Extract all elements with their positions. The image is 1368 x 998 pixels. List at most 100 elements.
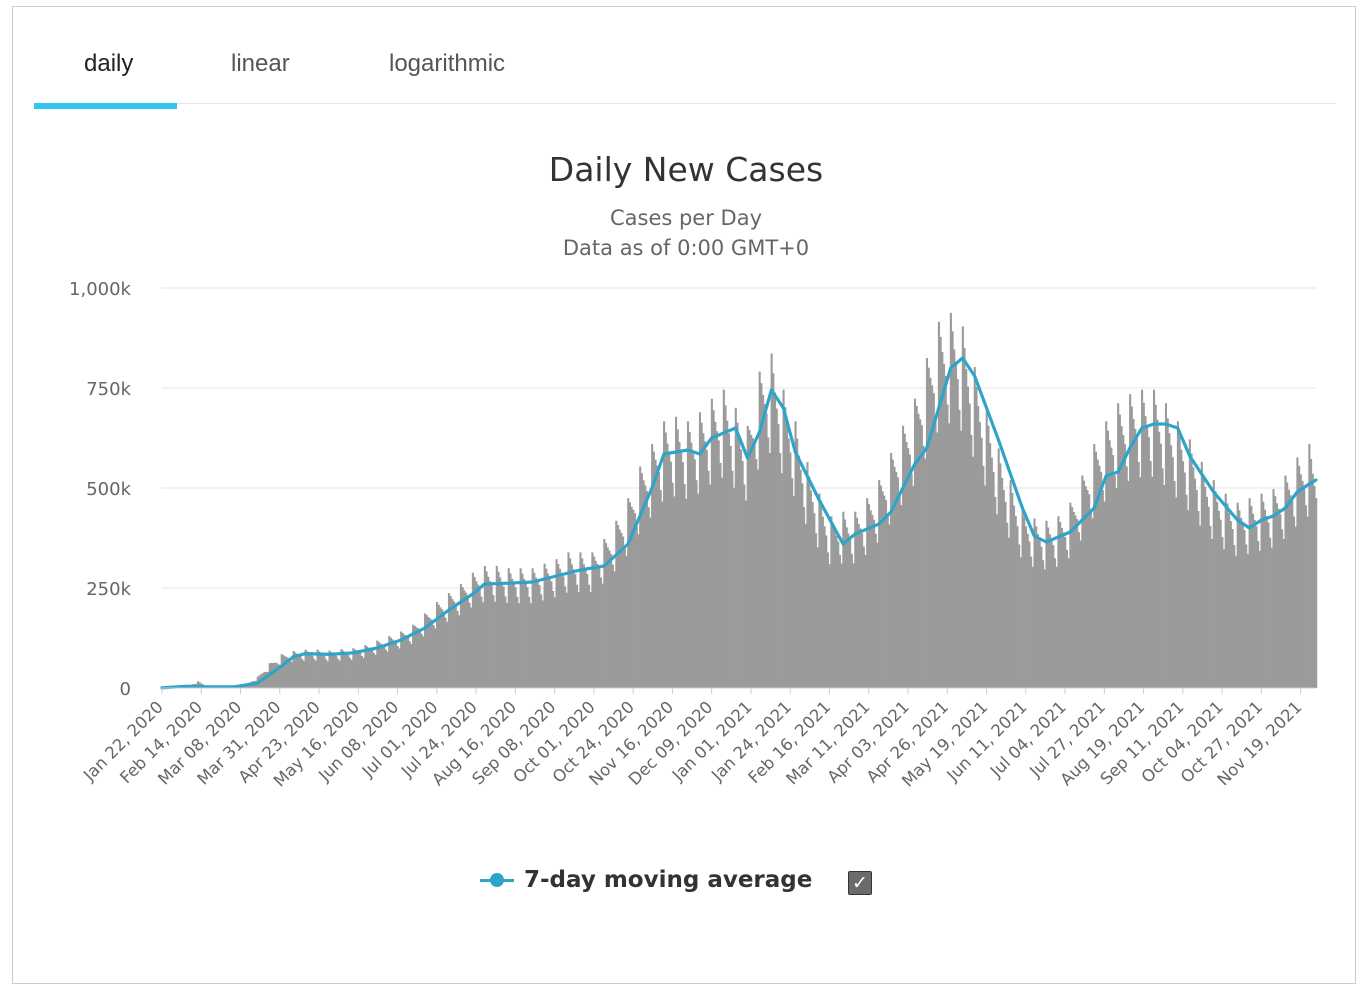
- bar: [1076, 519, 1079, 688]
- bar: [707, 470, 710, 688]
- bar: [1137, 461, 1140, 688]
- bar: [1152, 389, 1156, 688]
- tab-linear[interactable]: linear: [231, 50, 290, 77]
- bar: [874, 533, 877, 688]
- bar: [1207, 506, 1210, 688]
- bar: [1113, 475, 1116, 688]
- bar: [540, 594, 543, 688]
- bar: [1219, 519, 1222, 688]
- bar: [883, 495, 886, 688]
- bar: [681, 462, 684, 688]
- bar: [931, 385, 934, 688]
- chart-legend[interactable]: 7-day moving average: [480, 865, 812, 895]
- bar: [1067, 558, 1070, 688]
- bar: [791, 478, 794, 688]
- bar: [379, 643, 382, 688]
- bar: [1260, 493, 1263, 688]
- bar: [502, 586, 505, 688]
- bar: [311, 655, 314, 688]
- bar: [861, 533, 864, 688]
- bar: [645, 490, 649, 688]
- bar: [488, 581, 492, 688]
- bar: [951, 331, 954, 688]
- bar: [384, 649, 387, 688]
- bar: [405, 635, 408, 688]
- legend-checkbox[interactable]: ✓: [848, 871, 872, 895]
- bar: [1052, 545, 1055, 688]
- bar: [751, 437, 754, 688]
- bar: [1023, 516, 1026, 688]
- bar: [587, 584, 591, 688]
- bar: [668, 452, 671, 688]
- bar: [330, 651, 333, 688]
- bar: [1214, 491, 1217, 688]
- bar: [297, 655, 300, 688]
- bar: [1086, 490, 1089, 688]
- bar: [284, 656, 287, 688]
- bar: [920, 425, 923, 688]
- bar: [531, 568, 534, 688]
- bar: [828, 564, 831, 688]
- bar: [1193, 478, 1197, 688]
- bar: [567, 552, 570, 688]
- bar: [1132, 419, 1135, 688]
- bar: [565, 592, 568, 688]
- bar: [485, 571, 488, 688]
- bar: [1192, 467, 1195, 688]
- bar: [845, 527, 848, 688]
- bar: [371, 649, 374, 688]
- bar: [954, 364, 958, 688]
- bar: [842, 511, 845, 688]
- bar: [1178, 435, 1181, 688]
- bar: [1234, 555, 1238, 688]
- bar: [647, 507, 650, 688]
- bar: [499, 577, 502, 688]
- bar: [355, 650, 358, 688]
- bar: [1281, 529, 1284, 688]
- bar: [408, 641, 411, 688]
- bar: [980, 437, 983, 688]
- bar: [570, 564, 573, 688]
- bar: [313, 658, 316, 688]
- bar: [702, 433, 705, 688]
- bar: [770, 353, 773, 688]
- bar: [1199, 525, 1202, 688]
- bar: [439, 607, 442, 688]
- chart-title: Daily New Cases: [549, 150, 823, 189]
- bar: [442, 611, 445, 688]
- bar: [461, 587, 464, 688]
- bar: [946, 404, 949, 688]
- bar: [934, 417, 937, 688]
- bar: [307, 652, 311, 688]
- bar: [671, 482, 674, 688]
- bar: [604, 542, 608, 688]
- bar: [927, 367, 930, 688]
- bar: [432, 625, 435, 688]
- tab-daily[interactable]: daily: [84, 50, 134, 77]
- bar: [709, 484, 712, 688]
- bar: [900, 505, 903, 688]
- tab-logarithmic[interactable]: logarithmic: [389, 50, 506, 77]
- bar: [1024, 526, 1028, 688]
- bar: [1077, 532, 1080, 688]
- bar: [338, 660, 341, 688]
- bar: [912, 485, 915, 688]
- bar: [471, 572, 474, 688]
- bar: [581, 558, 584, 688]
- bar: [577, 592, 580, 688]
- bar: [804, 523, 807, 688]
- bar: [811, 501, 814, 688]
- bar: [427, 617, 430, 688]
- bar: [296, 653, 299, 688]
- bar: [541, 600, 544, 688]
- bar: [272, 662, 275, 688]
- bar: [389, 637, 393, 688]
- bar: [415, 627, 418, 688]
- bar: [1084, 486, 1087, 688]
- bar: [1267, 522, 1270, 688]
- bar: [478, 587, 481, 688]
- bar: [465, 592, 468, 688]
- bar: [983, 485, 987, 688]
- bar: [1004, 501, 1007, 688]
- bar: [1011, 492, 1014, 688]
